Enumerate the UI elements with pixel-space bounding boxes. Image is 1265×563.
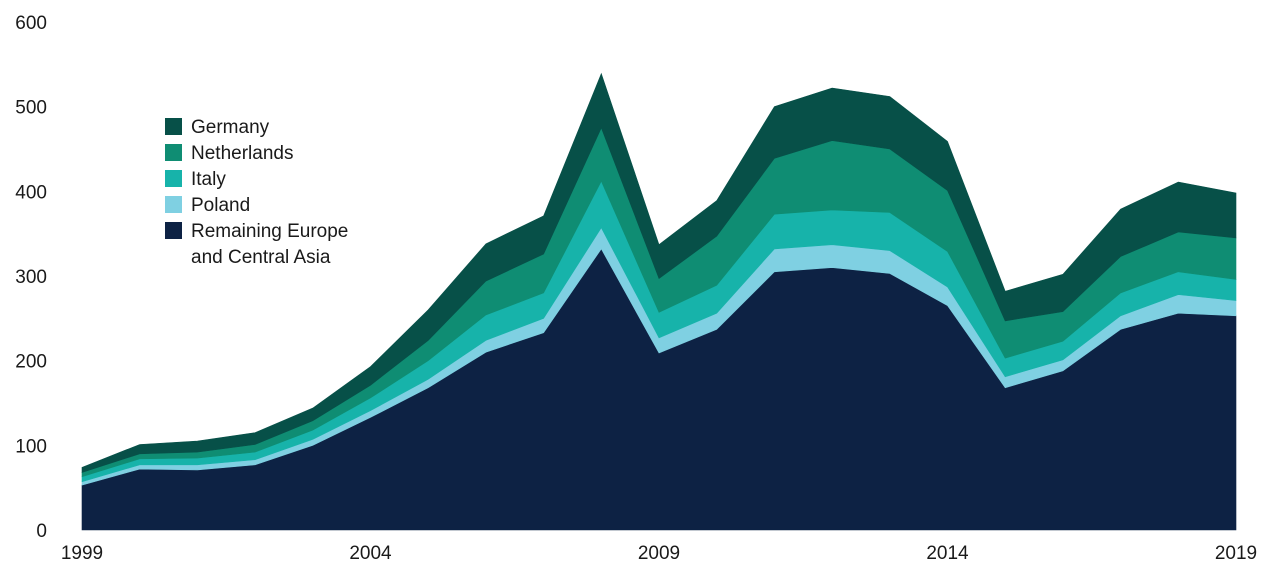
legend-swatch (165, 118, 182, 135)
legend-item-germany: Germany (165, 117, 270, 138)
y-axis-ticks: 0 100 200 300 400 500 600 (15, 13, 47, 542)
legend-item-italy: Italy (165, 169, 226, 190)
legend-label: Remaining Europe (191, 221, 348, 242)
legend-item-remaining-europe-and-central-asia: Remaining Europe and Central Asia (165, 221, 348, 268)
legend-label: Germany (191, 117, 270, 138)
legend-label: Italy (191, 169, 226, 190)
legend-label: Poland (191, 195, 250, 216)
legend-label: Netherlands (191, 143, 293, 164)
legend-swatch (165, 222, 182, 239)
y-tick-label: 600 (15, 13, 47, 34)
x-tick-label: 2009 (638, 543, 680, 563)
legend-swatch (165, 144, 182, 161)
y-tick-label: 200 (15, 352, 47, 373)
y-tick-label: 0 (36, 521, 47, 542)
legend-swatch (165, 196, 182, 213)
legend: Germany Netherlands Italy Poland Remaining E… (165, 117, 348, 268)
x-axis-ticks: 1999 2004 2009 2014 2019 (61, 543, 1257, 563)
y-tick-label: 400 (15, 182, 47, 203)
legend-swatch (165, 170, 182, 187)
legend-item-poland: Poland (165, 195, 250, 216)
area-germany (81, 72, 1237, 473)
legend-label: and Central Asia (191, 247, 331, 268)
x-tick-label: 2019 (1215, 543, 1257, 563)
x-tick-label: 2004 (349, 543, 392, 563)
x-tick-label: 2014 (926, 543, 969, 563)
x-tick-label: 1999 (61, 543, 103, 563)
legend-item-netherlands: Netherlands (165, 143, 293, 164)
y-tick-label: 500 (15, 98, 47, 119)
y-tick-label: 100 (15, 436, 47, 457)
series-areas (81, 72, 1237, 531)
y-tick-label: 300 (15, 267, 47, 288)
